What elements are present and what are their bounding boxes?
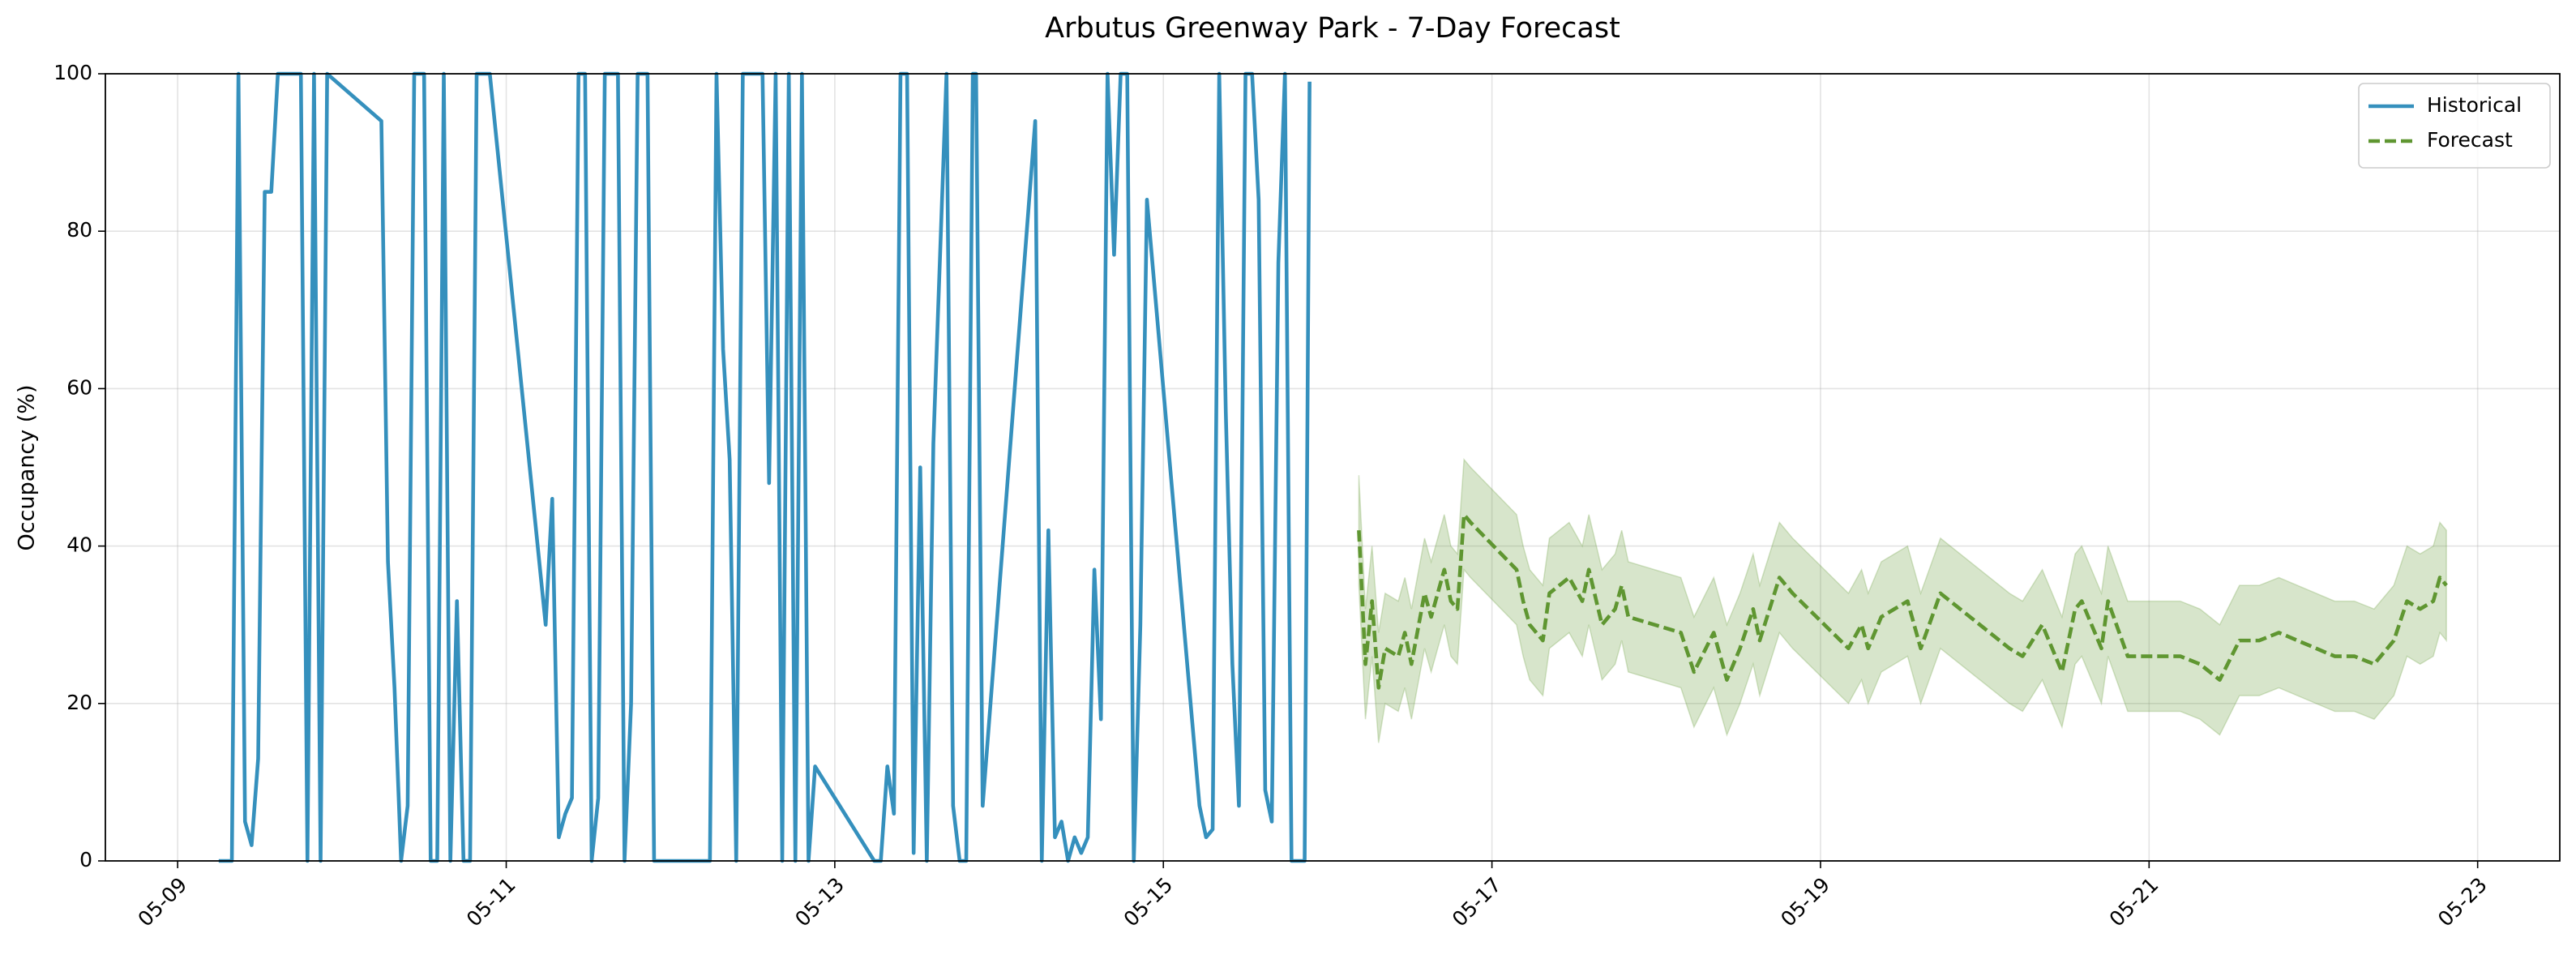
confidence-band [1358,457,2447,743]
plot-area [218,71,2448,863]
y-tick-label: 80 [66,218,92,242]
y-tick-label: 0 [79,848,92,871]
y-axis-label: Occupancy (%) [15,385,40,551]
y-tick-label: 40 [66,533,92,557]
legend-label: Historical [2427,93,2522,117]
series-line [218,71,1312,863]
y-tick-label: 20 [66,691,92,714]
y-tick-label: 60 [66,375,92,399]
legend-label: Forecast [2427,128,2513,152]
series-line [1357,512,2448,690]
chart-title: Arbutus Greenway Park - 7-Day Forecast [1045,12,1620,45]
axes-frame [105,73,2561,862]
y-tick-label: 100 [53,61,92,84]
